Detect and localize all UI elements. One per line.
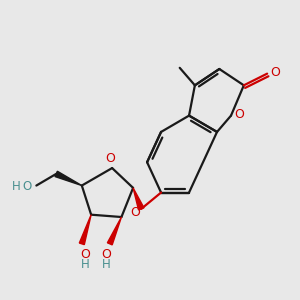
Polygon shape xyxy=(55,171,82,186)
Text: O: O xyxy=(105,152,115,165)
Text: H: H xyxy=(12,180,21,193)
Text: H: H xyxy=(102,258,111,271)
Text: O: O xyxy=(130,206,140,219)
Text: O: O xyxy=(101,248,111,261)
Polygon shape xyxy=(133,188,144,210)
Text: O: O xyxy=(80,248,90,261)
Text: O: O xyxy=(234,108,244,121)
Text: O: O xyxy=(22,180,32,193)
Text: H: H xyxy=(81,258,90,271)
Polygon shape xyxy=(107,217,122,245)
Polygon shape xyxy=(79,215,91,244)
Text: O: O xyxy=(270,66,280,79)
